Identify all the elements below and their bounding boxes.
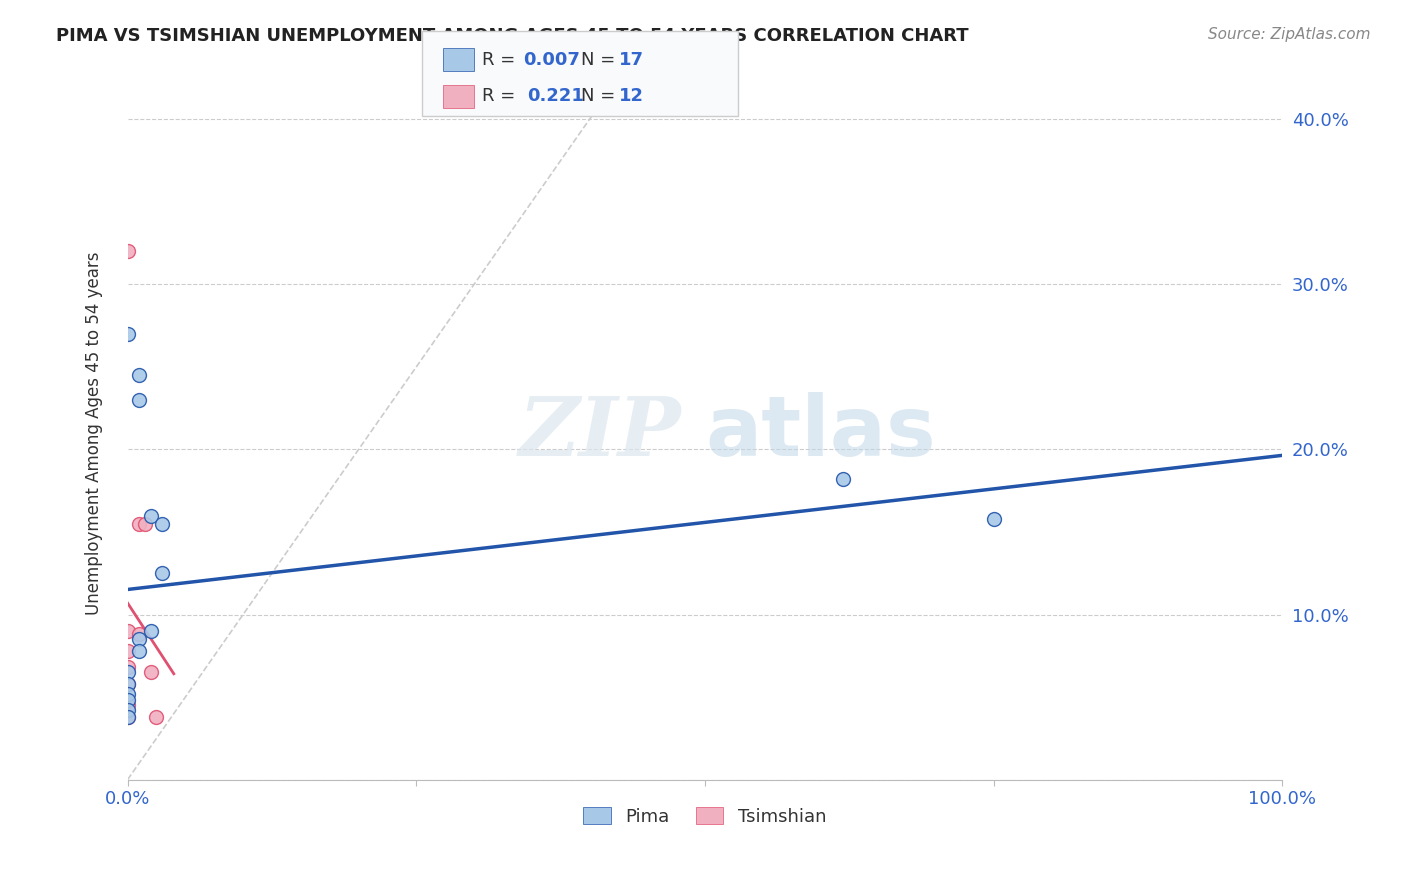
Text: 0.007: 0.007 xyxy=(523,51,579,69)
Point xyxy=(128,392,150,407)
Point xyxy=(117,703,139,717)
Point xyxy=(128,516,150,531)
Text: PIMA VS TSIMSHIAN UNEMPLOYMENT AMONG AGES 45 TO 54 YEARS CORRELATION CHART: PIMA VS TSIMSHIAN UNEMPLOYMENT AMONG AGE… xyxy=(56,27,969,45)
Point xyxy=(139,665,162,680)
Text: 17: 17 xyxy=(619,51,644,69)
Text: R =: R = xyxy=(482,87,527,105)
Text: N =: N = xyxy=(581,51,620,69)
Point xyxy=(139,624,162,638)
Point xyxy=(832,472,855,486)
Point xyxy=(117,710,139,724)
Text: R =: R = xyxy=(482,51,522,69)
Point xyxy=(117,698,139,713)
Point xyxy=(117,677,139,691)
Point xyxy=(150,516,173,531)
Point xyxy=(117,660,139,674)
Point xyxy=(134,516,156,531)
Point xyxy=(117,326,139,341)
Point xyxy=(128,627,150,641)
Legend: Pima, Tsimshian: Pima, Tsimshian xyxy=(576,800,834,833)
Point xyxy=(117,693,139,707)
Point xyxy=(128,632,150,647)
Point xyxy=(117,677,139,691)
Point xyxy=(117,665,139,680)
Point xyxy=(983,512,1005,526)
Point xyxy=(117,624,139,638)
Point xyxy=(145,710,167,724)
Text: N =: N = xyxy=(581,87,620,105)
Y-axis label: Unemployment Among Ages 45 to 54 years: Unemployment Among Ages 45 to 54 years xyxy=(86,252,103,615)
Point xyxy=(150,566,173,581)
Point xyxy=(117,644,139,658)
Point xyxy=(128,644,150,658)
Point xyxy=(117,710,139,724)
Text: 0.221: 0.221 xyxy=(527,87,583,105)
Point xyxy=(128,368,150,383)
Text: Source: ZipAtlas.com: Source: ZipAtlas.com xyxy=(1208,27,1371,42)
Text: ZIP: ZIP xyxy=(519,393,682,473)
Point xyxy=(117,687,139,701)
Point xyxy=(117,244,139,259)
Text: 12: 12 xyxy=(619,87,644,105)
Point xyxy=(139,508,162,523)
Text: atlas: atlas xyxy=(704,392,935,474)
